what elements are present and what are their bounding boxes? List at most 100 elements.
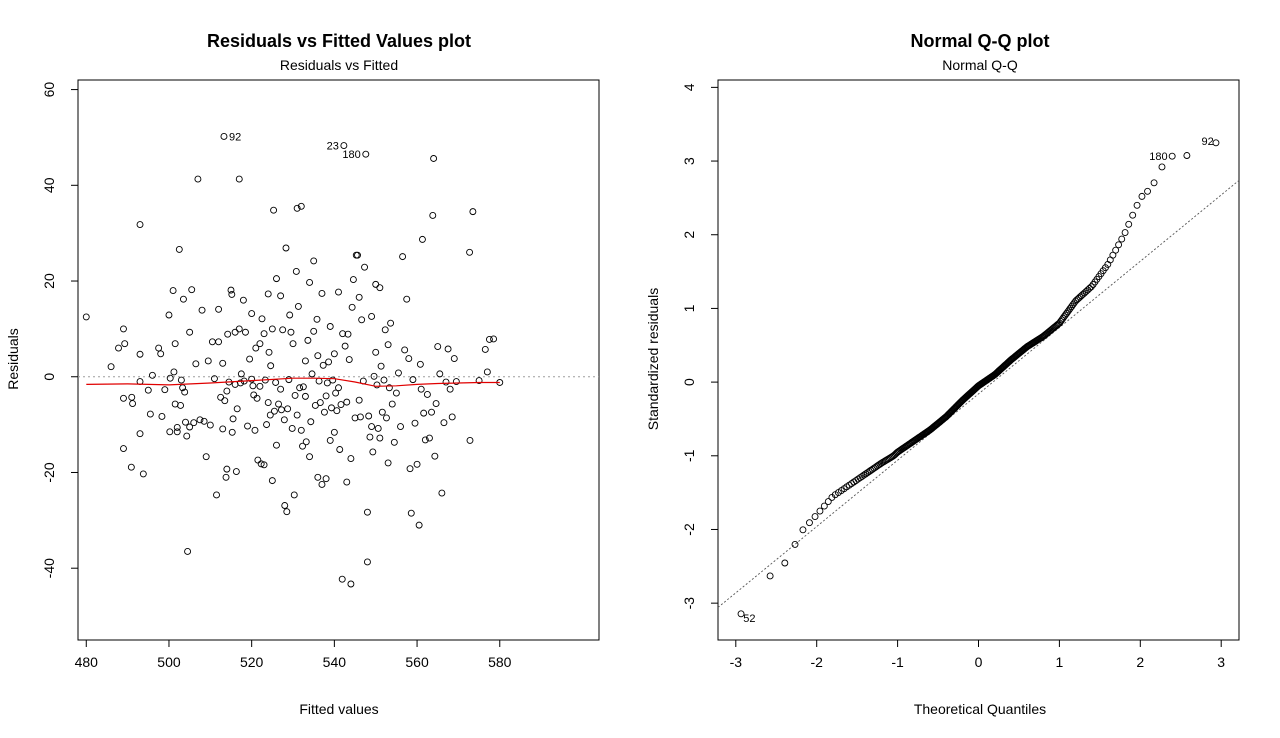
data-point — [323, 379, 331, 387]
data-point — [385, 384, 393, 392]
data-point — [388, 400, 396, 408]
point-label: 23 — [327, 141, 339, 153]
data-point — [136, 350, 144, 358]
data-point — [194, 175, 202, 183]
data-point — [1087, 283, 1095, 291]
data-point — [485, 335, 493, 343]
y-tick-label: 20 — [41, 273, 57, 289]
data-point — [165, 311, 173, 319]
data-point — [308, 370, 316, 378]
data-point — [287, 328, 295, 336]
data-point — [452, 378, 460, 385]
data-point — [306, 279, 314, 286]
data-point — [1121, 229, 1129, 236]
data-point — [338, 575, 346, 583]
data-point — [446, 385, 454, 393]
data-point — [107, 363, 115, 371]
data-point — [267, 362, 275, 370]
data-point — [354, 251, 361, 259]
data-point — [223, 387, 231, 395]
data-point — [277, 406, 285, 414]
data-point — [475, 377, 483, 385]
data-point — [1086, 284, 1093, 292]
y-tick-label: 1 — [681, 304, 697, 312]
y-tick-label: 0 — [41, 373, 57, 381]
data-point — [173, 428, 181, 436]
data-point — [260, 330, 268, 338]
data-point — [406, 465, 414, 473]
data-point — [233, 405, 241, 413]
data-point — [806, 519, 813, 527]
data-point — [202, 453, 210, 461]
x-tick-label: 3 — [1217, 654, 1225, 670]
data-point — [211, 375, 218, 383]
data-point — [204, 357, 212, 365]
data-point — [816, 507, 824, 515]
y-tick-label: 0 — [681, 378, 697, 386]
data-point — [222, 473, 230, 481]
data-point — [355, 293, 363, 301]
data-point — [292, 268, 300, 275]
data-point — [340, 142, 348, 150]
data-point — [358, 316, 366, 324]
data-point — [279, 326, 287, 334]
data-point — [366, 433, 374, 441]
data-point — [248, 375, 256, 383]
y-tick-label: 60 — [41, 82, 57, 98]
data-point — [120, 394, 127, 402]
data-point — [319, 361, 327, 369]
data-point — [442, 378, 450, 386]
data-point — [285, 376, 293, 384]
data-point — [1158, 163, 1166, 171]
data-point — [376, 434, 384, 442]
data-point — [283, 508, 291, 516]
data-point — [313, 315, 321, 323]
data-point — [139, 470, 147, 478]
data-point — [347, 455, 355, 463]
data-point — [314, 352, 322, 360]
data-point — [481, 346, 489, 353]
data-point — [429, 212, 437, 219]
data-point — [183, 432, 191, 440]
data-point — [301, 357, 309, 365]
data-point — [275, 400, 282, 408]
data-point — [383, 414, 390, 422]
data-point — [304, 336, 312, 344]
data-point — [224, 330, 232, 338]
data-point — [1150, 179, 1158, 187]
data-point — [421, 436, 429, 444]
data-point — [430, 155, 438, 162]
y-tick-label: 40 — [41, 177, 57, 193]
data-point — [155, 344, 163, 352]
data-point — [326, 323, 334, 330]
data-point — [219, 425, 227, 433]
data-point — [286, 311, 294, 319]
data-point — [450, 355, 458, 363]
x-tick-label: 0 — [975, 654, 983, 670]
data-point — [417, 385, 425, 393]
data-point — [239, 296, 247, 304]
data-point — [469, 208, 477, 216]
data-point — [1133, 201, 1141, 209]
point-label: 180 — [342, 149, 360, 161]
data-point — [409, 376, 417, 384]
data-point — [232, 468, 240, 475]
data-point — [215, 338, 223, 346]
data-point — [264, 399, 272, 407]
data-point — [434, 343, 442, 351]
data-point — [291, 391, 299, 399]
data-point — [82, 313, 90, 321]
data-point — [363, 558, 371, 566]
data-point — [302, 438, 310, 446]
data-point — [401, 346, 409, 354]
data-point — [343, 398, 351, 406]
data-point — [799, 526, 807, 534]
data-point — [270, 206, 278, 214]
panel-title: Residuals vs Fitted Values plot — [207, 31, 471, 51]
data-point — [376, 284, 384, 292]
data-point — [169, 287, 177, 295]
data-point — [277, 385, 285, 393]
x-tick-label: 2 — [1136, 654, 1144, 670]
data-point — [273, 275, 280, 283]
